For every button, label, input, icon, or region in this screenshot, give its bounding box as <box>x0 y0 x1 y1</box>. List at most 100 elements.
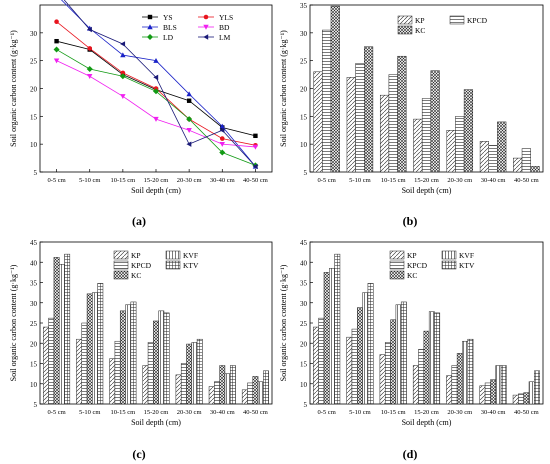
bar-kc <box>523 392 530 405</box>
x-tick-label: 15-20 cm <box>414 177 439 184</box>
legend-item-lm: LM <box>198 33 231 42</box>
legend-label: KP <box>415 16 425 25</box>
y-tick-label: 40 <box>30 259 38 267</box>
chart-panel-3: 5 10 15 20 25 30 35 40 45 0-5 cm 5-10 cm 10-15 cm 15… <box>9 239 273 427</box>
legend-item-bd: BD <box>198 23 230 32</box>
legend-item-kpcd: KPCD <box>449 15 488 25</box>
y-tick-label: 10 <box>300 141 308 149</box>
y-tick-label: 15 <box>300 113 308 121</box>
x-tick-label: 0-5 cm <box>318 177 336 184</box>
x-tick-label: 20-30 cm <box>177 409 202 416</box>
y-tick-label: 20 <box>300 340 308 348</box>
bar-kp <box>379 354 386 405</box>
y-tick-label: 45 <box>30 239 38 247</box>
bar-kvf <box>395 304 402 405</box>
bar-ktv <box>229 365 236 405</box>
data-point-bd <box>53 58 60 64</box>
data-point-bd <box>153 116 159 122</box>
x-tick-label: 5-10 cm <box>79 177 100 184</box>
bar-kc <box>364 46 374 173</box>
legend-label: KC <box>131 271 141 280</box>
bar-kpcd <box>322 29 332 173</box>
y-tick-label: 25 <box>300 58 308 66</box>
legend-swatch <box>113 270 129 280</box>
bar-kpcd <box>351 328 358 405</box>
bar-kvf <box>528 381 535 405</box>
bar-kvf <box>224 373 231 405</box>
data-point-yls <box>54 19 59 25</box>
bar-kc <box>86 293 93 405</box>
bar-ktv <box>434 312 441 405</box>
legend-label: KVF <box>459 251 474 260</box>
bar-kpcd <box>451 365 458 405</box>
bar-kc <box>463 89 474 173</box>
data-point-ld <box>153 88 159 95</box>
legend-swatch <box>389 260 405 270</box>
bar-kc <box>397 55 407 173</box>
legend-item-ktv: KTV <box>441 260 475 270</box>
legend-item-ld: LD <box>142 33 174 42</box>
legend-label: KP <box>407 251 417 260</box>
bar-ktv <box>130 301 137 405</box>
x-tick-label: 5-10 cm <box>79 409 100 416</box>
legend-item-kpcd: KPCD <box>113 260 152 270</box>
bar-ktv <box>534 370 540 405</box>
legend-label: KTV <box>459 261 475 270</box>
y-tick-label: 10 <box>300 381 308 389</box>
data-point-ld <box>86 66 93 73</box>
legend-swatch <box>397 15 413 25</box>
x-tick-label: 40-50 cm <box>514 409 539 416</box>
y-tick-label: 35 <box>300 2 308 10</box>
data-point-ld <box>53 46 60 53</box>
x-tick-label: 10-15 cm <box>381 177 406 184</box>
bar-kvf <box>158 310 165 405</box>
bar-kp <box>446 130 456 173</box>
data-point-bd <box>252 144 259 150</box>
y-axis-title: Soil organic carbon content (g·kg⁻¹) <box>9 264 18 381</box>
bar-kpcd <box>521 148 531 173</box>
bar-ktv <box>400 301 407 405</box>
bar-kpcd <box>418 349 425 405</box>
y-tick-label: 15 <box>30 361 38 369</box>
legend-item-kvf: KVF <box>441 250 474 260</box>
legend-swatch <box>165 250 181 260</box>
bar-kp <box>76 338 83 405</box>
bar-kp <box>109 358 116 405</box>
x-tick-label: 40-50 cm <box>243 409 268 416</box>
bar-ktv <box>467 338 474 405</box>
data-point-bls <box>186 91 192 97</box>
bar-kc <box>323 272 330 405</box>
bar-kc <box>153 320 159 405</box>
x-tick-label: 40-50 cm <box>514 177 539 184</box>
y-tick-label: 35 <box>30 280 38 288</box>
x-tick-label: 10-15 cm <box>110 409 135 416</box>
legend-item-kp: KP <box>113 250 141 260</box>
y-tick-label: 20 <box>30 86 38 94</box>
bar-kp <box>142 365 149 405</box>
bar-kp <box>513 157 523 173</box>
data-point-ld <box>219 149 226 156</box>
bar-ktv <box>500 365 507 405</box>
bar-kvf <box>495 365 502 405</box>
legend-swatch <box>113 260 129 270</box>
y-tick-label: 30 <box>300 300 308 308</box>
bar-kpcd <box>114 340 121 405</box>
bar-kvf <box>257 381 264 405</box>
bar-kc <box>423 330 430 405</box>
y-tick-label: 25 <box>300 320 308 328</box>
bar-kc <box>490 379 496 405</box>
data-point-lm <box>186 141 192 147</box>
x-tick-label: 5-10 cm <box>349 409 370 416</box>
legend-item-ys: YS <box>142 13 173 22</box>
bar-kpcd <box>355 63 365 173</box>
bar-kvf <box>58 264 65 405</box>
data-point-ys <box>186 98 192 103</box>
bar-kc <box>357 307 363 405</box>
data-point-bls <box>120 52 126 58</box>
y-tick-label: 20 <box>30 340 38 348</box>
bar-kpcd <box>147 342 154 405</box>
bar-kp <box>446 375 453 405</box>
bar-kvf <box>92 292 98 405</box>
legend-label: KPCD <box>131 261 152 270</box>
